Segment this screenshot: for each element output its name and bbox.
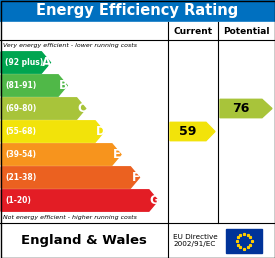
Text: (69-80): (69-80)	[5, 104, 36, 113]
Text: (55-68): (55-68)	[5, 127, 36, 136]
Bar	[0, 223, 275, 258]
Text: B: B	[59, 79, 68, 92]
Polygon shape	[1, 190, 158, 211]
Polygon shape	[1, 144, 121, 165]
Polygon shape	[1, 98, 86, 119]
Text: (1-20): (1-20)	[5, 196, 31, 205]
Text: C: C	[78, 102, 86, 115]
Text: (21-38): (21-38)	[5, 173, 36, 182]
Text: 76: 76	[232, 102, 250, 115]
Text: Very energy efficient - lower running costs: Very energy efficient - lower running co…	[3, 43, 137, 48]
Bar	[226, 229, 262, 253]
Text: D: D	[96, 125, 105, 138]
Polygon shape	[1, 75, 67, 96]
Text: (92 plus): (92 plus)	[5, 58, 43, 67]
Bar	[0, 0, 275, 22]
Polygon shape	[1, 121, 104, 142]
Text: (39-54): (39-54)	[5, 150, 36, 159]
Text: Current: Current	[174, 27, 213, 36]
Text: Not energy efficient - higher running costs: Not energy efficient - higher running co…	[3, 215, 137, 220]
Polygon shape	[220, 99, 272, 118]
Text: England & Wales: England & Wales	[21, 234, 147, 247]
Text: G: G	[149, 194, 159, 207]
Text: E: E	[113, 148, 121, 161]
Text: Energy Efficiency Rating: Energy Efficiency Rating	[36, 4, 239, 19]
Text: F: F	[132, 171, 140, 184]
Polygon shape	[170, 122, 215, 141]
Polygon shape	[1, 52, 50, 73]
Text: EU Directive
2002/91/EC: EU Directive 2002/91/EC	[173, 234, 217, 247]
Text: (81-91): (81-91)	[5, 81, 36, 90]
Polygon shape	[1, 167, 139, 188]
Text: Potential: Potential	[223, 27, 270, 36]
Text: A: A	[42, 56, 51, 69]
Text: 59: 59	[179, 125, 197, 138]
Bar	[0, 22, 275, 40]
